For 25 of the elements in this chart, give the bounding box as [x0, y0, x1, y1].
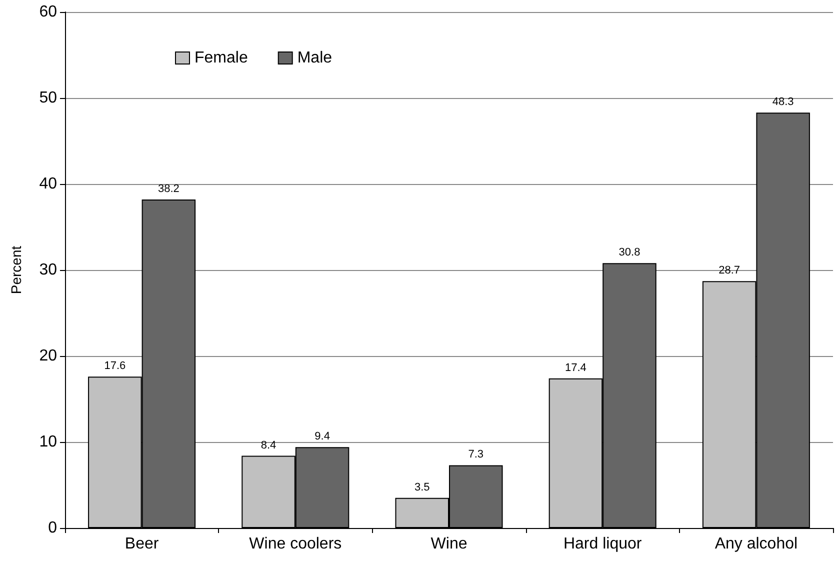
- x-tick-label: Hard liquor: [563, 536, 642, 552]
- data-label: 9.4: [314, 430, 330, 443]
- y-tick-label: 40: [39, 176, 58, 192]
- y-tick-label: 10: [39, 434, 58, 450]
- legend-label: Female: [194, 50, 248, 66]
- y-tick-label: 20: [39, 348, 58, 364]
- x-tick-label: Any alcohol: [714, 536, 798, 552]
- data-label: 7.3: [468, 448, 484, 461]
- data-label: 38.2: [158, 182, 180, 195]
- x-tick-label: Wine: [430, 536, 468, 552]
- y-tick-label: 30: [39, 262, 58, 278]
- y-tick-label: 50: [39, 90, 58, 106]
- data-label: 3.5: [414, 481, 430, 494]
- legend-label: Male: [297, 50, 332, 66]
- data-label: 30.8: [618, 246, 640, 259]
- y-tick-label: 0: [48, 520, 58, 536]
- y-axis-title: Percent: [8, 246, 24, 294]
- y-tick-label: 60: [39, 4, 58, 20]
- x-tick-label: Wine coolers: [249, 536, 342, 552]
- data-label: 17.4: [565, 362, 586, 374]
- data-label: 28.7: [718, 264, 740, 277]
- data-label: 17.6: [104, 360, 126, 372]
- x-tick-label: Beer: [124, 536, 160, 552]
- data-label: 48.3: [772, 96, 794, 108]
- data-label: 8.4: [260, 439, 276, 452]
